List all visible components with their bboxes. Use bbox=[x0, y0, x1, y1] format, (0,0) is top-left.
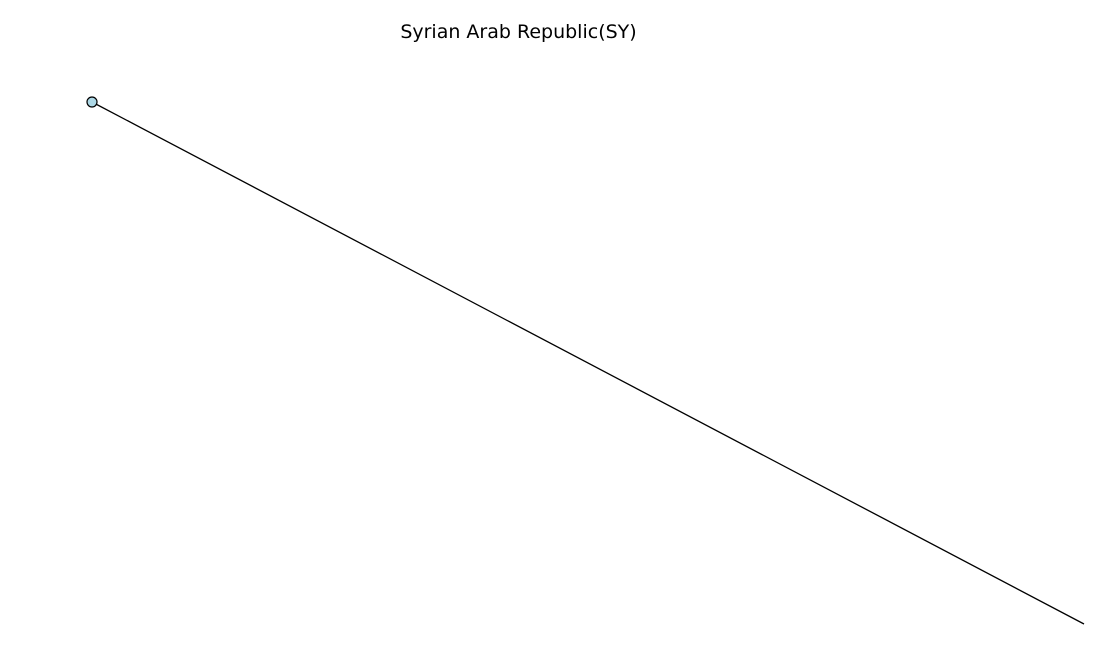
figure-title: Syrian Arab Republic(SY) bbox=[400, 21, 637, 43]
graph-edge bbox=[91, 101, 1085, 625]
graph-node[interactable] bbox=[86, 96, 98, 108]
